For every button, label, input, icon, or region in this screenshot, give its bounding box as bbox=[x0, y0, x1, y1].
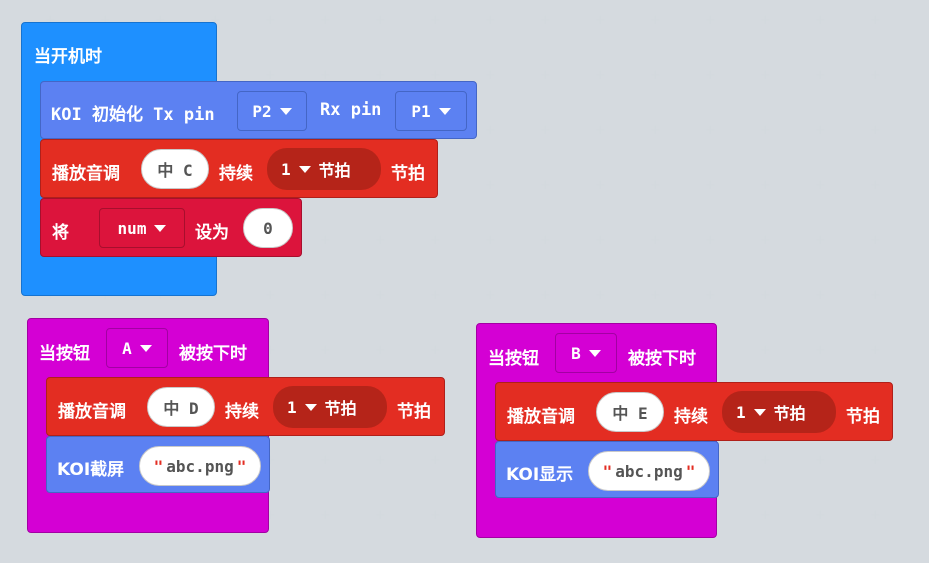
beats-dropdown[interactable]: 1 节拍 bbox=[722, 391, 836, 433]
play-tone-block[interactable]: 播放音调 中 D 持续 1 节拍 节拍 bbox=[46, 377, 445, 436]
set-prefix-label: 将 bbox=[52, 223, 69, 243]
caret-down-icon bbox=[588, 349, 601, 357]
caret-down-icon bbox=[154, 224, 167, 232]
value-number: 0 bbox=[263, 218, 273, 238]
koi-screenshot-label: KOI截屏 bbox=[57, 460, 125, 480]
koi-init-label: KOI 初始化 Tx pin bbox=[51, 105, 215, 125]
note-input[interactable]: 中 D bbox=[147, 387, 215, 427]
variable-dropdown[interactable]: num bbox=[99, 208, 185, 248]
button-b-dropdown[interactable]: B bbox=[555, 333, 617, 373]
beats-unit: 节拍 bbox=[324, 399, 357, 418]
on-button-b-prefix: 当按钮 bbox=[488, 349, 539, 369]
koi-init-block[interactable]: KOI 初始化 Tx pin P2 Rx pin P1 bbox=[40, 81, 477, 139]
value-input[interactable]: 0 bbox=[243, 208, 293, 248]
note-value: 中 E bbox=[612, 404, 648, 423]
duration-label: 持续 bbox=[674, 407, 708, 427]
close-quote-icon: " bbox=[236, 456, 247, 476]
koi-display-block[interactable]: KOI显示 " abc.png " bbox=[495, 441, 719, 498]
on-button-b-suffix: 被按下时 bbox=[628, 349, 696, 369]
note-value: 中 D bbox=[163, 399, 199, 418]
duration-label: 持续 bbox=[219, 164, 253, 184]
play-tone-block[interactable]: 播放音调 中 E 持续 1 节拍 节拍 bbox=[495, 382, 893, 441]
caret-down-icon bbox=[279, 107, 292, 115]
play-tone-label: 播放音调 bbox=[52, 164, 120, 184]
beats-dropdown[interactable]: 1 节拍 bbox=[273, 386, 387, 428]
close-quote-icon: " bbox=[685, 461, 696, 481]
button-a-dropdown[interactable]: A bbox=[106, 328, 168, 368]
play-tone-block[interactable]: 播放音调 中 C 持续 1 节拍 节拍 bbox=[40, 139, 438, 198]
filename-value: abc.png bbox=[166, 456, 234, 476]
koi-screenshot-block[interactable]: KOI截屏 " abc.png " bbox=[46, 436, 270, 493]
beats-dropdown[interactable]: 1 节拍 bbox=[267, 148, 381, 190]
variable-name: num bbox=[117, 218, 147, 238]
caret-down-icon bbox=[438, 107, 451, 115]
open-quote-icon: " bbox=[153, 456, 164, 476]
caret-down-icon bbox=[304, 403, 317, 411]
koi-display-label: KOI显示 bbox=[506, 465, 574, 485]
on-start-label: 当开机时 bbox=[34, 47, 102, 67]
caret-down-icon bbox=[753, 408, 766, 416]
filename-input[interactable]: " abc.png " bbox=[588, 451, 710, 491]
filename-value: abc.png bbox=[615, 461, 683, 481]
beats-value: 1 bbox=[736, 402, 746, 422]
button-a-value: A bbox=[122, 338, 132, 358]
trailing-beats-label: 节拍 bbox=[397, 402, 431, 422]
set-variable-block[interactable]: 将 num 设为 0 bbox=[40, 198, 302, 257]
rx-pin-dropdown[interactable]: P1 bbox=[395, 91, 467, 131]
rx-pin-value: P1 bbox=[411, 101, 431, 121]
trailing-beats-label: 节拍 bbox=[846, 407, 880, 427]
button-b-value: B bbox=[571, 343, 581, 363]
duration-label: 持续 bbox=[225, 402, 259, 422]
set-to-label: 设为 bbox=[195, 223, 229, 243]
beats-unit: 节拍 bbox=[773, 404, 806, 423]
trailing-beats-label: 节拍 bbox=[391, 164, 425, 184]
open-quote-icon: " bbox=[602, 461, 613, 481]
note-value: 中 C bbox=[157, 161, 193, 180]
filename-input[interactable]: " abc.png " bbox=[139, 446, 261, 486]
tx-pin-dropdown[interactable]: P2 bbox=[237, 91, 307, 131]
beats-value: 1 bbox=[281, 159, 291, 179]
play-tone-label: 播放音调 bbox=[507, 407, 575, 427]
beats-unit: 节拍 bbox=[318, 161, 351, 180]
tx-pin-value: P2 bbox=[252, 101, 272, 121]
note-input[interactable]: 中 C bbox=[141, 149, 209, 189]
on-button-a-prefix: 当按钮 bbox=[39, 344, 90, 364]
play-tone-label: 播放音调 bbox=[58, 402, 126, 422]
on-button-a-suffix: 被按下时 bbox=[179, 344, 247, 364]
note-input[interactable]: 中 E bbox=[596, 392, 664, 432]
beats-value: 1 bbox=[287, 397, 297, 417]
caret-down-icon bbox=[298, 165, 311, 173]
caret-down-icon bbox=[139, 344, 152, 352]
rx-pin-label: Rx pin bbox=[320, 100, 382, 120]
